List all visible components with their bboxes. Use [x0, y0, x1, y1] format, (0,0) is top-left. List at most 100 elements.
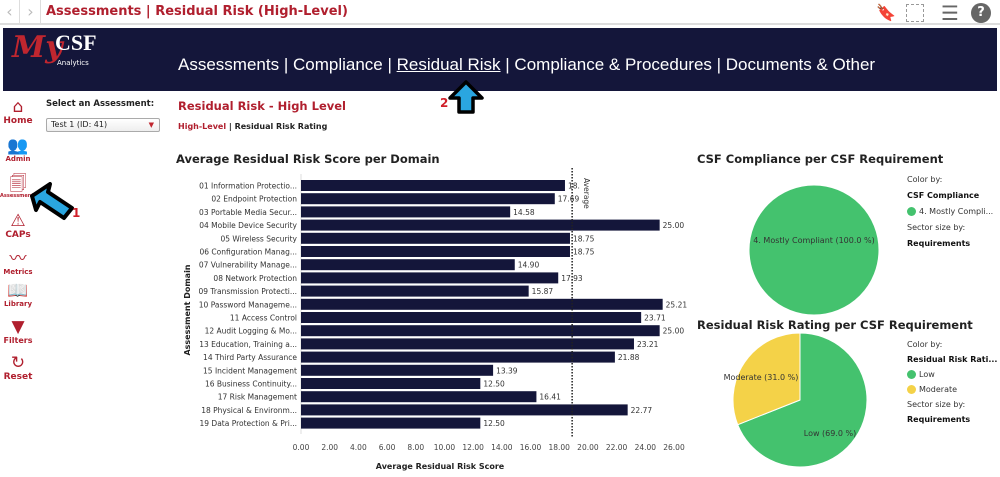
sidebar-item-filters[interactable]: ▼ Filters — [0, 318, 36, 345]
legend-item-label: 4. Mostly Compli... — [919, 207, 994, 216]
bar — [301, 193, 555, 205]
window-title: Assessments | Residual Risk (High-Level) — [46, 4, 348, 19]
legend-size-by-label: Sector size by: — [907, 400, 966, 409]
category-label: 14 Third Party Assurance — [203, 353, 297, 362]
bar-value-label: 13.39 — [496, 366, 518, 375]
bar-value-label: 23.71 — [644, 314, 666, 323]
bar-value-label: 18.75 — [573, 248, 595, 257]
legend-swatch — [907, 385, 916, 394]
reset-icon: ↻ — [10, 353, 26, 373]
users-icon: 👥 — [7, 136, 29, 156]
legend-color-by: Residual Risk Rati... — [907, 355, 998, 364]
bar — [301, 259, 515, 271]
logo-csf: CSF — [55, 30, 97, 55]
category-label: 03 Portable Media Secur... — [199, 208, 297, 217]
back-button[interactable]: ‹ — [0, 0, 20, 25]
bar — [301, 417, 481, 429]
subnav-high-level[interactable]: High-Level — [178, 122, 227, 131]
bar-value-label: 18. — [568, 182, 580, 191]
book-icon: 📖 — [7, 281, 29, 301]
bar-value-label: 16.41 — [539, 393, 561, 402]
home-icon: ⌂ — [12, 97, 24, 117]
average-label: Average — [582, 178, 591, 209]
nav-compliance[interactable]: Compliance — [292, 55, 383, 74]
y-axis-title: Assessment Domain — [183, 264, 192, 355]
main-nav: Assessments | Compliance | Residual Risk… — [178, 55, 876, 74]
sidebar-item-admin[interactable]: 👥 Admin — [0, 137, 36, 163]
legend-item[interactable]: Moderate — [907, 382, 997, 397]
bar-chart-title: Average Residual Risk Score per Domain — [176, 152, 440, 166]
nav-documents-other[interactable]: Documents & Other — [725, 55, 876, 74]
x-tick-label: 20.00 — [577, 443, 599, 452]
bar — [301, 325, 660, 337]
category-label: 15 Incident Management — [203, 366, 297, 375]
assessment-select[interactable]: Test 1 (ID: 41) ▼ — [46, 118, 160, 132]
bar-value-label: 25.21 — [666, 300, 688, 309]
x-tick-label: 8.00 — [407, 443, 424, 452]
bar-value-label: 18.75 — [573, 234, 595, 243]
bar — [301, 338, 634, 350]
bar — [301, 206, 511, 218]
line-chart-icon: 〰 — [9, 249, 27, 269]
bar — [301, 246, 570, 257]
x-tick-label: 2.00 — [321, 443, 338, 452]
sidebar-item-library[interactable]: 📖 Library — [0, 282, 36, 308]
legend-size-by-label: Sector size by: — [907, 223, 966, 232]
forward-button[interactable]: › — [21, 0, 41, 25]
x-tick-label: 24.00 — [635, 443, 657, 452]
x-tick-label: 12.00 — [462, 443, 484, 452]
nav-residual-risk[interactable]: Residual Risk — [396, 55, 501, 74]
bar — [301, 351, 615, 363]
selection-icon[interactable] — [906, 4, 924, 22]
bar-value-label: 17.69 — [558, 195, 580, 204]
category-label: 17 Risk Management — [218, 393, 297, 402]
legend-color-by-label: Color by: — [907, 340, 943, 349]
nav-assessments[interactable]: Assessments — [178, 55, 280, 74]
x-tick-label: 10.00 — [434, 443, 456, 452]
sidebar-item-home[interactable]: ⌂ Home — [0, 98, 36, 126]
bar-value-label: 21.88 — [618, 353, 640, 362]
bar — [301, 232, 570, 244]
category-label: 16 Business Continuity... — [205, 380, 297, 389]
bookmark-star-icon[interactable]: 🔖 — [876, 3, 896, 22]
logo-subtitle: Analytics — [57, 59, 89, 67]
category-label: 02 Endpoint Protection — [211, 195, 297, 204]
sidebar-item-metrics[interactable]: 〰 Metrics — [0, 250, 36, 276]
menu-icon[interactable]: ☰ — [941, 1, 959, 25]
pie-slice-label: 4. Mostly Compliant (100.0 %) — [753, 236, 875, 245]
legend-size-by: Requirements — [907, 239, 971, 248]
sidebar-item-reset[interactable]: ↻ Reset — [0, 354, 36, 382]
bar-value-label: 12.50 — [483, 380, 505, 389]
sidebar-item-assessments[interactable]: 🗐 Assessments — [0, 174, 37, 199]
sidebar-item-caps[interactable]: ⚠ CAPs — [0, 212, 36, 240]
assessment-icon: 🗐 — [9, 174, 27, 194]
help-icon[interactable]: ? — [971, 3, 991, 23]
legend-size-by: Requirements — [907, 415, 971, 424]
bar-value-label: 12.50 — [483, 419, 505, 428]
pie-slice — [732, 332, 801, 426]
legend-item[interactable]: Low — [907, 367, 997, 382]
pie-slice — [737, 332, 868, 468]
legend-color-by: CSF Compliance — [907, 191, 980, 200]
bar-value-label: 14.58 — [513, 208, 535, 217]
annotation-arrow-2 — [448, 80, 484, 114]
subnav-residual-risk-rating[interactable]: Residual Risk Rating — [234, 122, 328, 131]
x-tick-label: 22.00 — [606, 443, 628, 452]
category-label: 11 Access Control — [230, 314, 297, 323]
subnav-separator: | — [226, 122, 235, 131]
x-tick-label: 6.00 — [379, 443, 396, 452]
chevron-down-icon: ▼ — [148, 121, 154, 129]
bar-value-label: 25.00 — [663, 327, 685, 336]
legend-item-label: Moderate — [919, 385, 958, 394]
category-label: 04 Mobile Device Security — [199, 221, 297, 230]
bar-value-label: 25.00 — [663, 221, 685, 230]
nav-compliance-procedures[interactable]: Compliance & Procedures — [514, 55, 712, 74]
pie-slice-label: Moderate (31.0 %) — [724, 373, 799, 382]
category-label: 10 Password Manageme... — [199, 300, 297, 309]
x-tick-label: 18.00 — [548, 443, 570, 452]
bar — [301, 180, 565, 191]
category-label: 08 Network Protection — [213, 274, 297, 283]
legend-item[interactable]: 4. Mostly Compli... — [907, 204, 993, 220]
pie2-title: Residual Risk Rating per CSF Requirement — [697, 318, 973, 332]
